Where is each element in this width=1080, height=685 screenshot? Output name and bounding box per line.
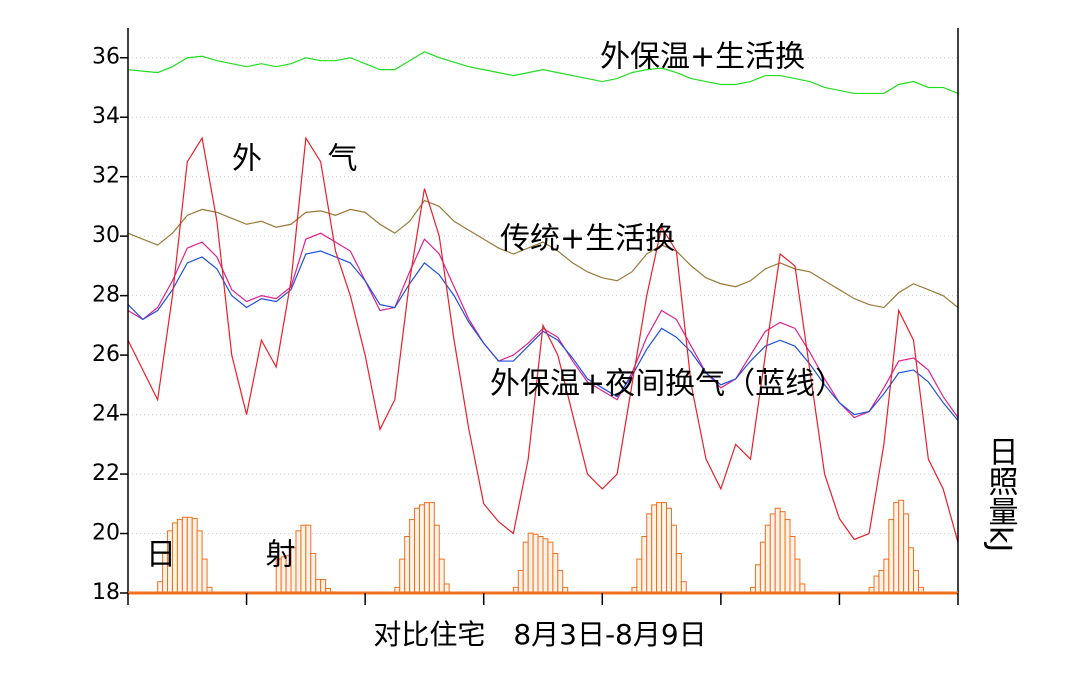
series-line bbox=[127, 51, 959, 95]
solar-bar bbox=[522, 541, 529, 594]
solar-bar bbox=[532, 533, 539, 594]
y2-axis-label: 日照量kJ bbox=[983, 436, 1018, 552]
solar-bar bbox=[399, 558, 406, 594]
solar-bar bbox=[641, 536, 648, 594]
x-axis-label: 对比住宅 8月3日-8月9日 bbox=[373, 618, 706, 651]
solar-bar bbox=[898, 499, 905, 594]
solar-bar bbox=[414, 507, 420, 594]
solar-bar bbox=[764, 524, 771, 594]
solar-bar bbox=[670, 524, 677, 594]
y-tick-label: 22 bbox=[92, 461, 120, 486]
solar-bar bbox=[636, 558, 643, 594]
solar-bar bbox=[404, 536, 411, 594]
solar-bar bbox=[527, 532, 534, 594]
y-tick-label: 26 bbox=[92, 342, 120, 367]
solar-bar bbox=[908, 547, 915, 594]
solar-bar bbox=[675, 552, 682, 594]
solar-bar bbox=[759, 541, 766, 594]
solar-bar bbox=[666, 507, 672, 594]
series-line bbox=[127, 199, 959, 309]
solar-bar bbox=[409, 519, 416, 594]
solar-bar bbox=[888, 519, 895, 594]
y-tick-label: 28 bbox=[92, 283, 120, 308]
solar-bar bbox=[423, 502, 430, 594]
series-label: 外保温+生活换 bbox=[600, 40, 805, 75]
y-tick-label: 32 bbox=[92, 164, 120, 189]
solar-bar bbox=[784, 519, 791, 594]
solar-bar bbox=[754, 564, 761, 594]
solar-bar bbox=[680, 581, 687, 594]
solar-bar bbox=[769, 513, 776, 594]
solar-bar bbox=[873, 575, 880, 594]
solar-bar bbox=[656, 502, 663, 594]
axis-layer bbox=[120, 28, 959, 605]
solar-bar bbox=[789, 536, 796, 594]
solar-bar bbox=[651, 504, 658, 594]
solar-bar bbox=[903, 513, 910, 594]
text-layer: 外保温+生活换 传统+生活换 外保温+夜间换气（蓝线） 外 气 日 射 对比住宅… bbox=[92, 40, 1018, 652]
solar-bar bbox=[794, 558, 801, 594]
solar-bar bbox=[646, 513, 653, 594]
solar-bar bbox=[893, 502, 900, 594]
series-line bbox=[127, 136, 959, 543]
y-tick-label: 36 bbox=[92, 45, 120, 70]
series-label: 日 射 bbox=[146, 538, 336, 573]
series-label: 外保温+夜间换气（蓝线） bbox=[490, 367, 845, 402]
solar-bar bbox=[542, 538, 549, 594]
series-line bbox=[127, 250, 959, 421]
y-tick-label: 18 bbox=[92, 580, 120, 605]
solar-bar bbox=[418, 504, 425, 594]
solar-bar bbox=[157, 581, 164, 594]
solar-bar bbox=[438, 558, 445, 594]
line-layer bbox=[127, 51, 959, 543]
solar-bar bbox=[428, 502, 435, 594]
solar-bar bbox=[661, 502, 668, 594]
solar-bar bbox=[517, 569, 524, 594]
solar-bar bbox=[878, 569, 885, 594]
solar-bar bbox=[315, 578, 322, 594]
series-label: 外 气 bbox=[232, 142, 386, 177]
solar-bar bbox=[557, 569, 564, 594]
solar-bar bbox=[552, 552, 559, 594]
y-tick-label: 20 bbox=[92, 521, 120, 546]
y-tick-label: 30 bbox=[92, 223, 120, 248]
solar-bar bbox=[537, 536, 544, 594]
solar-bar bbox=[547, 541, 554, 594]
y-tick-label: 24 bbox=[92, 402, 120, 427]
solar-bar bbox=[779, 511, 786, 594]
series-label: 传统+生活换 bbox=[500, 222, 675, 257]
solar-bar bbox=[883, 558, 890, 594]
solar-bar bbox=[433, 524, 440, 594]
y-tick-label: 34 bbox=[92, 104, 120, 129]
solar-bar bbox=[320, 578, 327, 594]
solar-bar bbox=[913, 569, 919, 594]
solar-bar bbox=[774, 507, 781, 594]
